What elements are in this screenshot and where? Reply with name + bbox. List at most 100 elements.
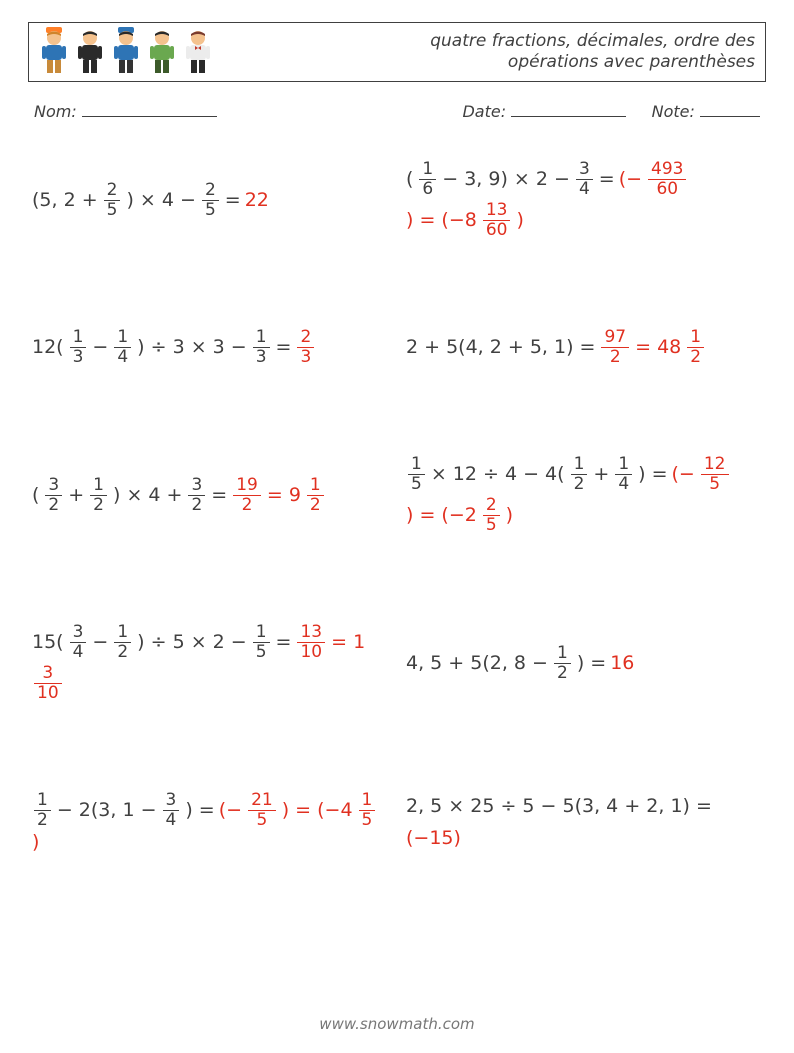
expression-text: = (599, 170, 615, 189)
fraction-denominator: 2 (188, 497, 205, 514)
fraction-numerator: 3 (188, 477, 205, 494)
fraction-numerator: 19 (233, 477, 261, 494)
fraction-denominator: 5 (483, 517, 500, 534)
fraction-denominator: 4 (615, 476, 632, 493)
fraction-denominator: 3 (70, 349, 87, 366)
answer-text: = 9 (267, 486, 301, 505)
problem: (32 + 12) × 4 + 32 = 192 = 912 (32, 456, 388, 534)
answer-fraction: 1310 (295, 624, 327, 661)
fraction: 14 (112, 329, 133, 366)
fraction: 12 (32, 792, 53, 829)
fraction-denominator: 4 (163, 812, 180, 829)
date-label: Date: (462, 102, 506, 121)
header-box: quatre fractions, décimales, ordre des o… (28, 22, 766, 82)
problem: 15(34 − 12) ÷ 5 × 2 − 15 = 1310 = 1310 (32, 624, 388, 702)
problem: 2, 5 × 25 ÷ 5 − 5(3, 4 + 2, 1) = (−15) (406, 792, 762, 852)
fraction-numerator: 3 (163, 792, 180, 809)
fraction-numerator: 2 (104, 182, 121, 199)
expression-text: ) = (185, 801, 214, 820)
expression-text: ( (406, 170, 413, 189)
fraction-numerator: 3 (39, 665, 56, 682)
fraction-denominator: 5 (202, 202, 219, 219)
fraction-denominator: 2 (90, 497, 107, 514)
expression-text: ) = (638, 465, 667, 484)
answer-fraction: 1360 (481, 202, 513, 239)
expression-text: (5, 2 + (32, 191, 98, 210)
fraction-denominator: 10 (34, 685, 62, 702)
fraction-denominator: 60 (653, 181, 681, 198)
problem: 12 − 2(3, 1 − 3 4 ) = (−215) = (−415) (32, 792, 388, 852)
fraction-denominator: 2 (687, 349, 704, 366)
problem: 4, 5 + 5(2, 8 − 12) = 16 (406, 624, 762, 702)
fraction-numerator: 3 (70, 624, 87, 641)
expression-text: + (68, 486, 84, 505)
expression-text: = (276, 633, 292, 652)
expression-text: ) = (577, 654, 606, 673)
date-blank (511, 100, 626, 117)
avatar-icon (39, 27, 69, 77)
answer-fraction: 972 (599, 329, 631, 366)
expression-text: 15( (32, 633, 64, 652)
fraction: 12 (552, 645, 573, 682)
date-note-group: Date: Note: (462, 100, 760, 121)
answer-fraction: 23 (295, 329, 316, 366)
fraction-denominator: 3 (297, 349, 314, 366)
expression-text: ) × 4 − (126, 191, 195, 210)
expression-text: = (225, 191, 241, 210)
name-field: Nom: (34, 100, 217, 121)
answer-fraction: 192 (231, 477, 263, 514)
fraction-denominator: 3 (253, 349, 270, 366)
avatar-icon (147, 27, 177, 77)
fraction-denominator: 4 (114, 349, 131, 366)
expression-text: × 12 ÷ 4 − 4( (431, 465, 565, 484)
expression-text: − (92, 338, 108, 357)
worksheet-title: quatre fractions, décimales, ordre des o… (430, 31, 755, 74)
answer-fraction: 125 (699, 456, 731, 493)
expression-text: − 2(3, 1 − (57, 801, 157, 820)
answer-fraction: 15 (357, 792, 378, 829)
answer-fraction: 12 (305, 477, 326, 514)
answer-text: = 48 (635, 338, 681, 357)
fraction-numerator: 1 (419, 161, 436, 178)
fraction-denominator: 5 (408, 476, 425, 493)
note-label: Note: (652, 102, 695, 121)
expression-text: ) ÷ 3 × 3 − (137, 338, 247, 357)
fraction-denominator: 2 (554, 665, 571, 682)
fraction-denominator: 5 (104, 202, 121, 219)
expression-text: ( (32, 486, 39, 505)
fraction-denominator: 2 (114, 644, 131, 661)
expression-text: ) × 4 + (113, 486, 182, 505)
fraction-denominator: 2 (307, 497, 324, 514)
info-row: Nom: Date: Note: (28, 100, 766, 121)
fraction-numerator: 1 (571, 456, 588, 473)
fraction-denominator: 2 (571, 476, 588, 493)
avatar-icon (111, 27, 141, 77)
answer-text: ) (32, 833, 39, 852)
fraction: 12 (569, 456, 590, 493)
avatar-icon (183, 27, 213, 77)
fraction-numerator: 1 (359, 792, 376, 809)
fraction: 25 (102, 182, 123, 219)
expression-text: − (92, 633, 108, 652)
fraction: 14 (613, 456, 634, 493)
fraction: 15 (251, 624, 272, 661)
answer-text: (− (619, 170, 642, 189)
fraction-numerator: 2 (202, 182, 219, 199)
fraction: 25 (200, 182, 221, 219)
answer-fraction: 215 (246, 792, 278, 829)
fraction-denominator: 5 (706, 476, 723, 493)
fraction-denominator: 5 (253, 644, 270, 661)
answer-text: (− (219, 801, 242, 820)
problems-grid: (5, 2 + 25) × 4 − 25 = 22(16 − 3, 9) × 2… (28, 161, 766, 852)
answer-fraction: 310 (32, 665, 64, 702)
expression-text: 2 + 5(4, 2 + 5, 1) = (406, 338, 595, 357)
answer-text: ) = (−8 (406, 211, 477, 230)
expression-text: 2, 5 × 25 ÷ 5 − 5(3, 4 + 2, 1) = (406, 797, 712, 816)
fraction-numerator: 1 (90, 477, 107, 494)
answer-text: = 1 (331, 633, 365, 652)
answer-text: ) = (−4 (282, 801, 353, 820)
title-line-2: opérations avec parenthèses (508, 52, 755, 72)
expression-text: 12( (32, 338, 64, 357)
expression-text: = (211, 486, 227, 505)
fraction-numerator: 1 (253, 624, 270, 641)
